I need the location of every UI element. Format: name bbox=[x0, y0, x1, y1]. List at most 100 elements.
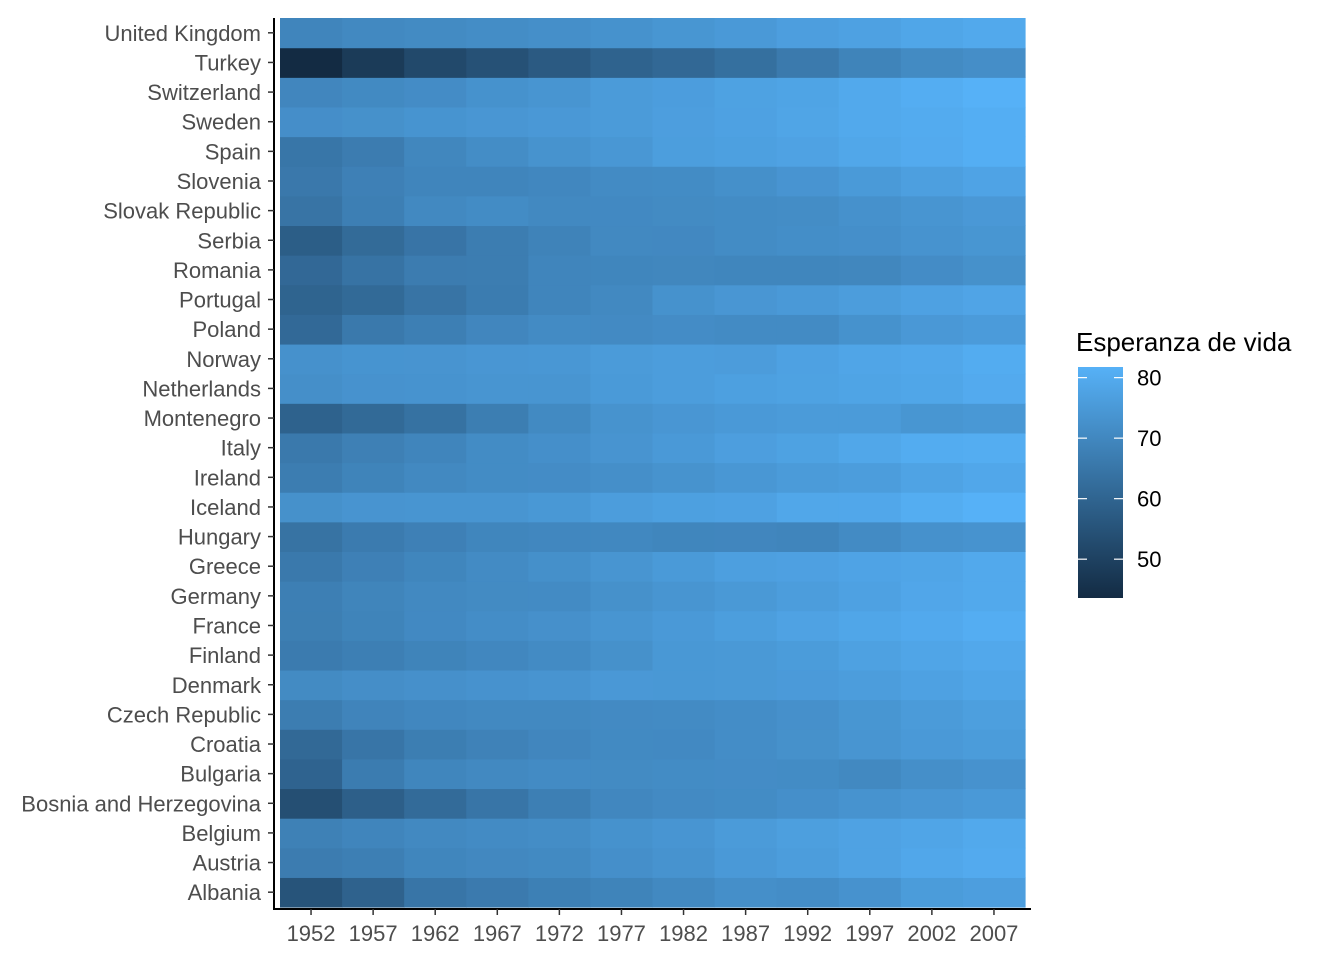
heatmap-cell bbox=[342, 255, 405, 286]
heatmap-cell bbox=[280, 432, 343, 464]
heatmap-cell bbox=[714, 343, 778, 375]
heatmap-cell bbox=[590, 788, 654, 819]
heatmap-cell bbox=[404, 373, 467, 404]
heatmap-cell bbox=[528, 314, 592, 345]
heatmap-cell bbox=[714, 758, 778, 790]
heatmap-cell bbox=[838, 877, 902, 908]
heatmap-cell bbox=[776, 847, 840, 878]
heatmap-cell bbox=[466, 77, 529, 108]
heatmap-cell bbox=[528, 640, 592, 671]
heatmap-cell bbox=[900, 373, 964, 404]
heatmap-cell bbox=[714, 166, 778, 197]
heatmap-cell bbox=[528, 581, 592, 612]
y-tick-label: Greece bbox=[189, 554, 261, 579]
heatmap-cell bbox=[714, 551, 778, 582]
heatmap-cell bbox=[652, 729, 716, 760]
heatmap-cell bbox=[652, 195, 716, 227]
heatmap-cell bbox=[528, 255, 592, 286]
heatmap-cell bbox=[280, 373, 343, 404]
heatmap-cell bbox=[900, 551, 964, 582]
heatmap-cell bbox=[590, 225, 654, 256]
heatmap-cell bbox=[962, 492, 1026, 523]
y-tick-label: Denmark bbox=[172, 673, 262, 698]
heatmap-cell bbox=[900, 699, 964, 730]
heatmap-cell bbox=[776, 136, 840, 167]
heatmap-cell bbox=[776, 195, 840, 227]
heatmap-cell bbox=[280, 788, 343, 819]
heatmap-cell bbox=[280, 284, 343, 315]
heatmap-cell bbox=[714, 640, 778, 671]
heatmap-cell bbox=[838, 669, 902, 701]
heatmap-cell bbox=[528, 432, 592, 464]
heatmap-cell bbox=[590, 877, 654, 908]
heatmap-cell bbox=[466, 18, 529, 49]
heatmap-cell bbox=[528, 551, 592, 582]
heatmap-cell bbox=[652, 47, 716, 78]
heatmap-cell bbox=[962, 373, 1026, 404]
heatmap-cell bbox=[342, 788, 405, 819]
y-tick-label: Slovak Republic bbox=[103, 199, 261, 224]
heatmap-cell bbox=[900, 432, 964, 464]
legend-colorbar bbox=[1078, 367, 1123, 598]
heatmap-cell bbox=[404, 877, 467, 908]
heatmap-cell bbox=[528, 521, 592, 552]
heatmap-cell bbox=[652, 343, 716, 375]
heatmap-cell bbox=[838, 166, 902, 197]
y-tick-label: Hungary bbox=[178, 525, 261, 550]
heatmap-cell bbox=[714, 373, 778, 404]
heatmap-cell bbox=[280, 343, 343, 375]
x-tick-label: 1952 bbox=[287, 921, 336, 946]
heatmap-cell bbox=[466, 610, 529, 641]
heatmap-cell bbox=[404, 581, 467, 612]
heatmap-cell bbox=[280, 462, 343, 493]
heatmap-cell bbox=[776, 47, 840, 78]
heatmap-cell bbox=[590, 77, 654, 108]
y-tick-label: Italy bbox=[221, 436, 261, 461]
heatmap-cell bbox=[838, 699, 902, 730]
heatmap-cell bbox=[466, 788, 529, 819]
x-tick-label: 1992 bbox=[783, 921, 832, 946]
heatmap-cell bbox=[652, 462, 716, 493]
heatmap-cell bbox=[466, 106, 529, 138]
heatmap-cell bbox=[590, 462, 654, 493]
heatmap-cell bbox=[962, 521, 1026, 552]
heatmap-cell bbox=[404, 432, 467, 464]
heatmap-cell bbox=[714, 581, 778, 612]
color-legend: Esperanza de vida 50 60 70 80 bbox=[1076, 327, 1292, 598]
heatmap-cell bbox=[404, 47, 467, 78]
y-tick-label: Austria bbox=[193, 851, 262, 876]
x-tick-label: 1977 bbox=[597, 921, 646, 946]
heatmap-cell bbox=[776, 166, 840, 197]
heatmap-cell bbox=[900, 166, 964, 197]
heatmap-cell bbox=[466, 669, 529, 701]
heatmap-cell bbox=[900, 77, 964, 108]
heatmap-cell bbox=[404, 77, 467, 108]
heatmap-cell bbox=[528, 492, 592, 523]
heatmap-cell bbox=[590, 847, 654, 878]
heatmap-cell bbox=[590, 343, 654, 375]
heatmap-cell bbox=[962, 818, 1026, 849]
heatmap-cell bbox=[776, 729, 840, 760]
heatmap-cell bbox=[962, 403, 1026, 434]
heatmap-cell bbox=[776, 758, 840, 790]
heatmap-cell bbox=[528, 758, 592, 790]
heatmap-cell bbox=[652, 640, 716, 671]
y-tick-label: Bulgaria bbox=[180, 762, 261, 787]
heatmap-cell bbox=[776, 432, 840, 464]
heatmap-cell bbox=[590, 47, 654, 78]
heatmap-cell bbox=[466, 373, 529, 404]
heatmap-cell bbox=[590, 551, 654, 582]
heatmap-cell bbox=[466, 403, 529, 434]
heatmap-cell bbox=[342, 847, 405, 878]
heatmap-cell bbox=[404, 225, 467, 256]
y-tick-label: Serbia bbox=[197, 228, 261, 253]
heatmap-cell bbox=[900, 314, 964, 345]
heatmap-cell bbox=[280, 492, 343, 523]
heatmap-cell bbox=[900, 255, 964, 286]
heatmap-cell bbox=[652, 77, 716, 108]
heatmap-cell bbox=[776, 521, 840, 552]
heatmap-cell bbox=[900, 640, 964, 671]
heatmap-cell bbox=[466, 758, 529, 790]
heatmap-cell bbox=[342, 47, 405, 78]
x-tick-label: 2007 bbox=[969, 921, 1018, 946]
